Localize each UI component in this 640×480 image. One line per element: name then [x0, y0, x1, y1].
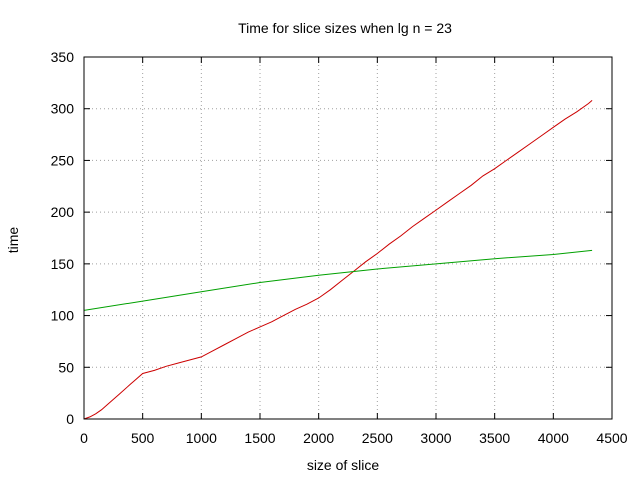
x-tick-label: 3500 [479, 430, 510, 446]
y-tick-label: 100 [51, 308, 75, 324]
x-tick-label: 4500 [596, 430, 627, 446]
y-tick-label: 0 [66, 411, 74, 427]
plot-frame [83, 56, 613, 420]
x-tick-label: 2000 [303, 430, 334, 446]
series-group [83, 100, 593, 420]
x-tick-label: 1000 [186, 430, 217, 446]
y-tick-label: 300 [51, 101, 75, 117]
y-tick-label: 150 [51, 256, 75, 272]
x-tick-label: 2500 [362, 430, 393, 446]
series-line-1 [83, 100, 593, 420]
y-tick-label: 350 [51, 49, 75, 65]
chart-title: Time for slice sizes when lg n = 23 [238, 20, 452, 36]
x-axis-title: size of slice [307, 457, 380, 473]
x-tick-label: 3000 [420, 430, 451, 446]
x-tick-label: 4000 [538, 430, 569, 446]
x-tick-label: 1500 [244, 430, 275, 446]
series-line-2 [83, 249, 593, 311]
y-tick-label: 250 [51, 152, 75, 168]
x-tick-label: 500 [131, 430, 155, 446]
y-tick-label: 200 [51, 204, 75, 220]
y-tick-label: 50 [58, 359, 74, 375]
y-axis-ticks: 0 50 100 150 200 250 300 350 [51, 49, 612, 427]
x-tick-label: 0 [80, 430, 88, 446]
grid [84, 57, 612, 419]
y-axis-title: time [5, 227, 21, 254]
x-axis-ticks: 0 500 1000 1500 2000 2500 3000 3500 4000 4500 [80, 57, 628, 446]
